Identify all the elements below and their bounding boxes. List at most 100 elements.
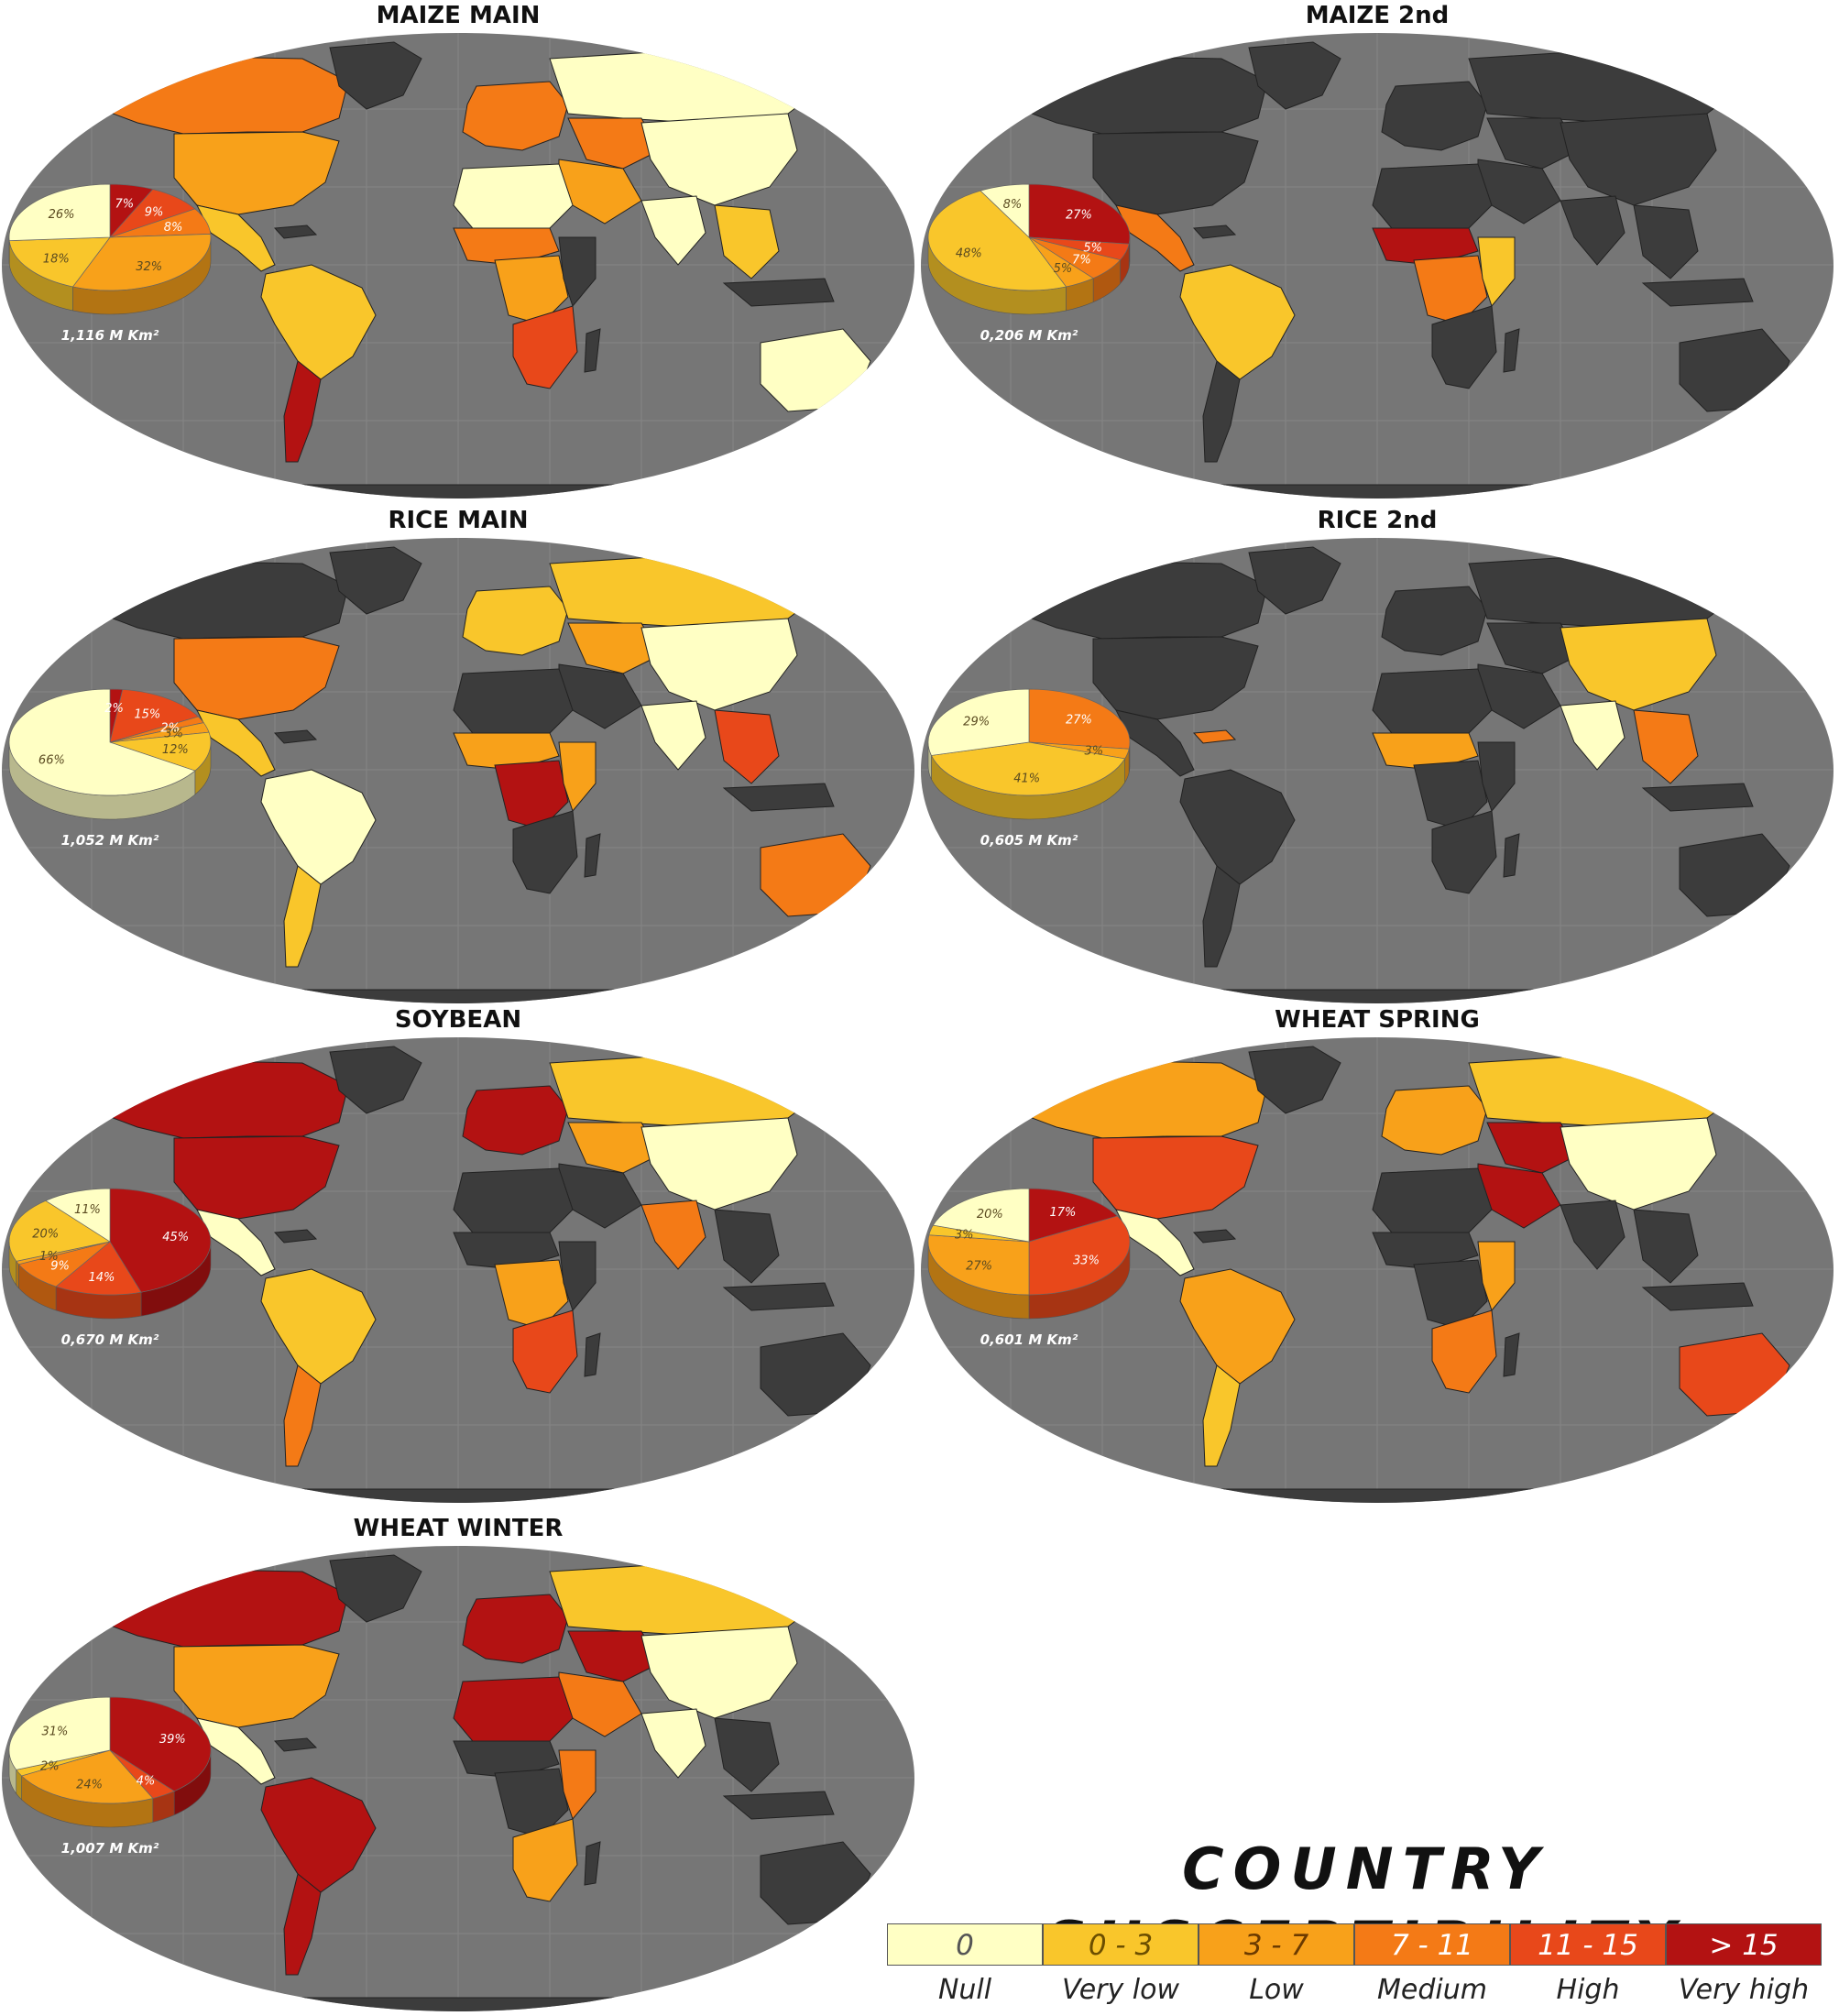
region-central-america	[196, 1209, 276, 1276]
pie-slice-label: 27%	[1066, 714, 1092, 728]
region-greenland	[329, 41, 422, 110]
legend-name-medium: Medium	[1377, 1974, 1487, 2006]
pie-slice	[8, 1696, 111, 1770]
region-south-asia	[640, 700, 706, 771]
region-africa-east	[1477, 1241, 1516, 1312]
region-central-america	[196, 1717, 276, 1785]
pie-slice	[927, 190, 1067, 291]
region-australia	[760, 833, 871, 917]
map-title: MAIZE MAIN	[376, 2, 541, 29]
legend-name-very-low: Very low	[1061, 1974, 1180, 2006]
region-central-asia	[1486, 622, 1580, 674]
region-africa-north	[453, 163, 574, 234]
map-title: SOYBEAN	[394, 1006, 522, 1034]
region-indonesia	[1641, 278, 1754, 307]
pie-total-area: 0,670 M Km²	[61, 1331, 159, 1348]
region-southeast-asia	[1633, 204, 1699, 279]
region-south-asia	[1560, 1200, 1626, 1270]
map-panel: RICE MAIN 2% 15% 2% 3% 12% 66% 1,052 M Km²	[0, 505, 916, 1007]
pie-slice-label: 3%	[955, 1229, 974, 1243]
pie-slice	[927, 1234, 1030, 1296]
region-central-asia	[567, 1122, 661, 1174]
map-panel: WHEAT SPRING 17% 33% 27% 3% 20% 0,601 M Km²	[919, 1004, 1835, 1507]
pie-slice-label: 33%	[1073, 1254, 1100, 1267]
region-africa-south	[1431, 1309, 1497, 1394]
region-europe	[462, 1594, 569, 1664]
region-australia	[1679, 328, 1790, 412]
world-map: 27% 5%7%5% 48% 8% 0,206 M Km²	[921, 33, 1834, 499]
region-europe	[462, 1085, 569, 1156]
region-north-america	[173, 131, 340, 215]
legend-scale: 0 0 - 3 3 - 7 7 - 11 11 - 15 > 15	[887, 1923, 1822, 1966]
pie-slice	[109, 1188, 212, 1293]
pie-slice-label: 2%	[160, 722, 180, 736]
region-south-america	[1179, 1268, 1296, 1385]
region-africa-central	[494, 1259, 569, 1330]
pie-total-area: 1,116 M Km²	[61, 327, 159, 344]
region-central-asia	[1486, 1122, 1580, 1174]
region-australia	[1679, 833, 1790, 917]
region-east-asia	[640, 618, 798, 711]
region-caribbean	[273, 729, 318, 744]
legend-class-names: Null Very low Low Medium High Very high	[887, 1970, 1822, 2011]
legend-name-null: Null	[937, 1974, 992, 2006]
region-africa-central	[494, 760, 569, 830]
region-russia	[1468, 1053, 1745, 1128]
region-russia	[549, 1561, 826, 1637]
pie-slice-label: 24%	[76, 1778, 103, 1791]
region-north-america	[1092, 636, 1259, 720]
pie-slice-label: 7%	[1072, 253, 1091, 267]
region-southern-cone	[1202, 360, 1241, 463]
map-panel: SOYBEAN 45% 14% 9% 1% 20% 11% 0,670 M Km²	[0, 1004, 916, 1507]
legend-swatch-high: 11 - 15	[1510, 1923, 1666, 1966]
pie-slice	[930, 741, 1126, 796]
region-africa-east	[558, 741, 597, 813]
region-caribbean	[273, 225, 318, 239]
region-antarctica	[1147, 484, 1607, 499]
pie-slice-label: 48%	[956, 247, 982, 260]
region-indonesia	[722, 783, 835, 812]
pie-slice-label: 11%	[74, 1203, 101, 1217]
pie-slice-label: 9%	[50, 1259, 70, 1273]
pie-slice-label: 3%	[164, 727, 183, 740]
legend-swatch-very-high: > 15	[1666, 1923, 1822, 1966]
region-africa-east	[1477, 741, 1516, 813]
region-southeast-asia	[1633, 1209, 1699, 1284]
region-south-asia	[640, 1200, 706, 1270]
region-africa-central	[494, 1768, 569, 1838]
map-title: WHEAT SPRING	[1275, 1006, 1480, 1034]
region-greenland	[1248, 1046, 1341, 1114]
region-east-asia	[640, 1117, 798, 1211]
pie-total-area: 1,052 M Km²	[61, 832, 159, 849]
region-madagascar	[1503, 328, 1520, 373]
region-africa-north	[453, 1167, 574, 1238]
region-southern-cone	[283, 360, 322, 463]
region-africa-east	[1477, 236, 1516, 308]
pie-slice	[8, 183, 111, 242]
region-south-asia	[640, 1708, 706, 1779]
region-central-asia	[567, 1630, 661, 1682]
region-north-america	[1092, 131, 1259, 215]
region-africa-north	[1372, 1167, 1493, 1238]
region-south-america	[1179, 769, 1296, 885]
region-europe	[1381, 81, 1488, 151]
region-europe	[1381, 586, 1488, 656]
region-africa-central	[1413, 255, 1488, 325]
region-antarctica	[228, 1997, 688, 2011]
region-indonesia	[1641, 1282, 1754, 1311]
susceptibility-pie: 45% 14% 9%1% 20% 11% 0,670 M Km²	[8, 1188, 212, 1348]
pie-slice	[109, 1696, 212, 1792]
pie-slice	[8, 688, 196, 796]
region-australia	[1679, 1332, 1790, 1417]
pie-slice-label: 8%	[164, 221, 183, 235]
region-east-asia	[640, 113, 798, 206]
pie-slice	[8, 236, 111, 288]
region-indonesia	[722, 1791, 835, 1820]
region-south-asia	[1560, 700, 1626, 771]
region-southeast-asia	[714, 204, 780, 279]
region-central-america	[1115, 709, 1195, 777]
legend-name-low: Low	[1249, 1974, 1304, 2006]
pie-slice-label: 17%	[1050, 1206, 1077, 1220]
region-east-asia	[640, 1626, 798, 1719]
pie-slice	[20, 1749, 154, 1804]
